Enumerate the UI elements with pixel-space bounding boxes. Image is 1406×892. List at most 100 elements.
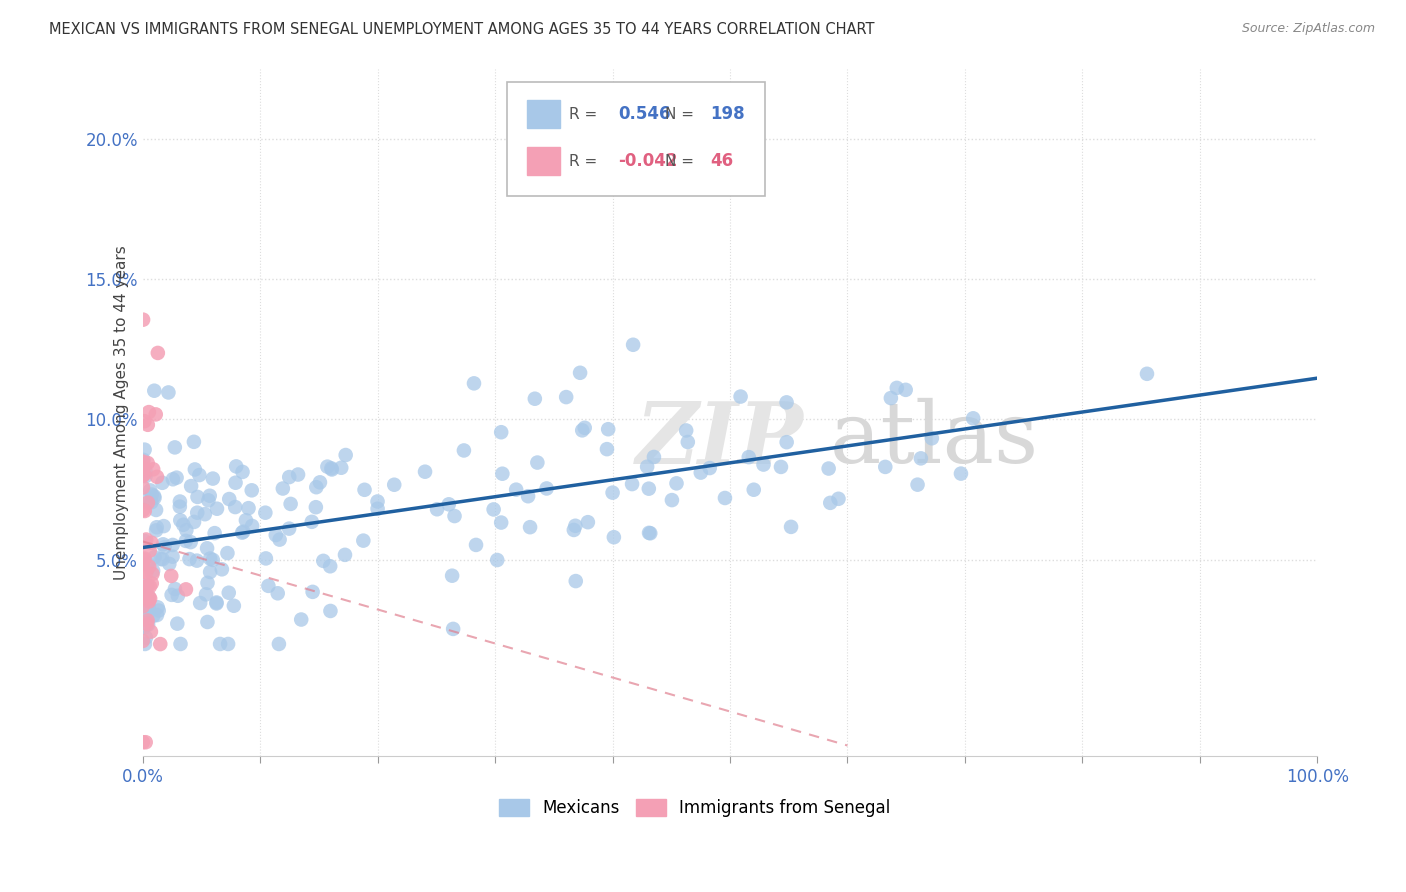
- Point: [921, 431, 943, 445]
- Point: [486, 553, 509, 567]
- Point: [139, 624, 162, 639]
- Point: [132, 556, 155, 570]
- Point: [132, 565, 155, 579]
- Point: [136, 496, 159, 510]
- Point: [143, 489, 166, 503]
- Point: [598, 422, 620, 436]
- Point: [135, 735, 157, 749]
- Point: [489, 516, 512, 530]
- Point: [136, 456, 159, 470]
- Point: [139, 483, 162, 498]
- Point: [195, 541, 218, 556]
- Text: N =: N =: [665, 153, 695, 169]
- Point: [141, 535, 163, 549]
- Point: [638, 526, 661, 541]
- Point: [738, 450, 761, 464]
- Point: [135, 566, 157, 580]
- Point: [231, 465, 253, 479]
- Point: [301, 585, 323, 599]
- Point: [134, 590, 156, 604]
- Point: [330, 460, 353, 475]
- Point: [517, 489, 540, 503]
- Point: [367, 494, 389, 508]
- Point: [152, 519, 174, 533]
- Point: [564, 518, 586, 533]
- Text: -0.042: -0.042: [619, 153, 678, 170]
- Point: [169, 500, 191, 514]
- Point: [443, 509, 465, 524]
- Point: [131, 634, 153, 648]
- Point: [643, 450, 665, 464]
- Point: [209, 637, 232, 651]
- Point: [491, 467, 513, 481]
- Point: [132, 621, 155, 635]
- Point: [143, 384, 166, 398]
- Point: [238, 501, 260, 516]
- Point: [222, 599, 245, 613]
- Point: [132, 735, 155, 749]
- Point: [132, 552, 155, 566]
- Point: [353, 483, 375, 497]
- Point: [146, 608, 169, 623]
- Point: [225, 459, 247, 474]
- Point: [463, 376, 485, 391]
- Point: [752, 458, 775, 472]
- Point: [827, 491, 849, 506]
- Point: [135, 631, 157, 645]
- Point: [637, 482, 659, 496]
- Point: [333, 548, 356, 562]
- Point: [661, 493, 683, 508]
- Text: atlas: atlas: [830, 399, 1039, 482]
- Point: [305, 480, 328, 494]
- Point: [949, 467, 972, 481]
- Point: [218, 585, 240, 599]
- Point: [194, 507, 217, 521]
- Point: [166, 616, 188, 631]
- Point: [148, 603, 170, 617]
- Point: [150, 475, 173, 490]
- Point: [169, 637, 191, 651]
- Point: [146, 600, 169, 615]
- Point: [730, 390, 752, 404]
- Point: [143, 550, 166, 565]
- Point: [162, 538, 184, 552]
- Point: [621, 338, 644, 352]
- Point: [152, 552, 174, 566]
- Point: [136, 579, 159, 593]
- Point: [675, 424, 697, 438]
- Point: [225, 475, 247, 490]
- Point: [152, 537, 174, 551]
- Point: [465, 538, 488, 552]
- Point: [240, 519, 263, 533]
- Point: [817, 461, 839, 475]
- Point: [217, 546, 239, 560]
- Point: [569, 366, 592, 380]
- Point: [742, 483, 765, 497]
- Point: [894, 383, 917, 397]
- Point: [157, 385, 180, 400]
- Point: [775, 395, 797, 409]
- Point: [875, 459, 897, 474]
- Point: [576, 515, 599, 529]
- Point: [141, 566, 163, 581]
- Point: [197, 615, 219, 629]
- Text: 46: 46: [710, 153, 733, 170]
- Point: [321, 461, 343, 475]
- Point: [676, 435, 699, 450]
- Text: N =: N =: [665, 107, 695, 121]
- Text: 0.546: 0.546: [619, 105, 671, 123]
- Point: [169, 494, 191, 508]
- Point: [880, 391, 903, 405]
- Point: [574, 421, 596, 435]
- Point: [142, 564, 165, 578]
- Point: [134, 504, 156, 518]
- Point: [132, 480, 155, 494]
- Point: [146, 470, 169, 484]
- Point: [176, 523, 198, 537]
- Point: [603, 530, 626, 544]
- Point: [134, 580, 156, 594]
- Point: [183, 515, 205, 529]
- Point: [134, 551, 156, 566]
- Point: [188, 596, 211, 610]
- Point: [780, 520, 803, 534]
